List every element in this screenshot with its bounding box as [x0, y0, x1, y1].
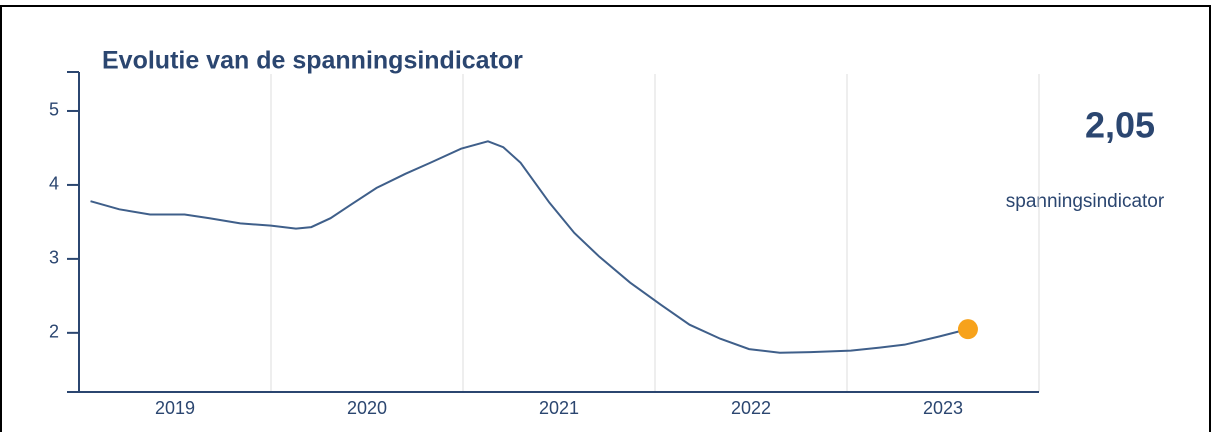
last-point-marker — [957, 319, 978, 340]
x-tick-label: 2023 — [923, 398, 963, 418]
frame — [0, 5, 1211, 432]
x-tick-label: 2020 — [347, 398, 387, 418]
x-tick-label: 2021 — [539, 398, 579, 418]
y-tick-label: 2 — [49, 322, 59, 342]
x-tick-label: 2019 — [155, 398, 195, 418]
y-tick-label: 3 — [49, 248, 59, 268]
y-tick-label: 4 — [49, 174, 59, 194]
highlight-value: 2,05 — [1085, 105, 1155, 146]
y-tick-label: 5 — [49, 100, 59, 120]
highlight-caption: spanningsindicator — [1006, 191, 1165, 212]
data-line — [90, 140, 969, 354]
x-tick-label: 2022 — [731, 398, 771, 418]
chart-title: Evolutie van de spanningsindicator — [102, 47, 523, 75]
